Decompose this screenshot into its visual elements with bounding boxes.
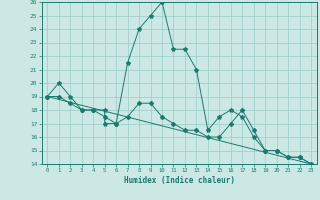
X-axis label: Humidex (Indice chaleur): Humidex (Indice chaleur) [124,176,235,185]
